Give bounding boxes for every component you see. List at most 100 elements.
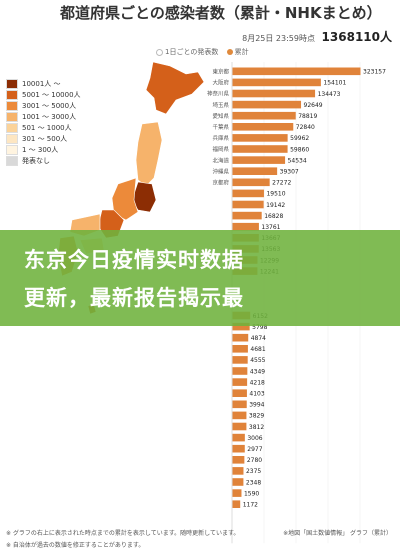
bar[interactable]	[232, 100, 302, 109]
value-label: 78819	[298, 113, 317, 120]
category-label: 東京都	[212, 68, 229, 76]
bar[interactable]	[232, 156, 286, 164]
value-label: 27272	[272, 180, 291, 187]
legend-item: 301 〜 500人	[6, 133, 81, 144]
bar[interactable]	[232, 123, 294, 131]
value-label: 2977	[247, 446, 262, 453]
footnotes: ※ グラフの右上に表示された時点までの累計を表示しています。随時更新しています。…	[6, 528, 239, 552]
legend-item: 1001 〜 3000人	[6, 111, 81, 122]
map-region-hokkaido[interactable]	[145, 61, 205, 115]
legend-item: 3001 〜 5000人	[6, 100, 81, 111]
value-label: 13761	[261, 224, 280, 231]
bar[interactable]	[232, 333, 249, 342]
value-label: 2348	[246, 479, 261, 486]
value-label: 3994	[249, 402, 264, 409]
bar[interactable]	[232, 367, 248, 375]
value-label: 19142	[266, 202, 285, 209]
value-label: 3006	[247, 435, 262, 442]
bar[interactable]	[232, 222, 259, 231]
category-label: 千葉県	[212, 123, 229, 131]
bar[interactable]	[232, 467, 244, 475]
value-label: 1590	[244, 490, 259, 497]
bar[interactable]	[232, 189, 264, 198]
category-label: 大阪府	[212, 79, 229, 87]
bar[interactable]	[232, 134, 288, 142]
legend-label: 1 〜 300人	[22, 145, 59, 154]
value-label: 92649	[304, 102, 323, 109]
total-count: 1368110人	[321, 30, 392, 44]
value-label: 4874	[251, 335, 266, 342]
bar[interactable]	[232, 478, 244, 486]
value-label: 4349	[250, 368, 265, 375]
legend-label: 3001 〜 5000人	[22, 101, 77, 110]
bar[interactable]	[232, 78, 321, 87]
bar[interactable]	[232, 211, 262, 220]
legend-swatch	[6, 100, 18, 111]
bar[interactable]	[232, 200, 264, 209]
value-label: 154101	[323, 80, 346, 87]
bar[interactable]	[232, 422, 247, 431]
value-label: 2375	[246, 468, 261, 475]
map-credit: ※地図「国土数値情報」 グラフ（累計）	[283, 530, 392, 537]
bar[interactable]	[232, 500, 241, 508]
value-label: 2780	[247, 457, 262, 464]
bar[interactable]	[232, 322, 250, 331]
chart-meta: 8月25日 23:59時点 1368110人	[242, 28, 392, 45]
bar[interactable]	[232, 111, 296, 120]
legend-label: 1001 〜 3000人	[22, 112, 77, 121]
category-label: 兵庫県	[212, 134, 229, 142]
value-label: 4681	[250, 346, 265, 353]
value-label: 54534	[288, 157, 307, 164]
value-label: 19510	[266, 191, 285, 198]
bar[interactable]	[232, 378, 248, 386]
value-label: 323157	[363, 69, 386, 76]
legend-swatch	[6, 133, 18, 144]
bar[interactable]	[232, 345, 248, 353]
value-label: 5798	[252, 324, 267, 331]
value-label: 3829	[249, 413, 264, 420]
daily-radio-icon[interactable]	[156, 48, 163, 56]
legend-label: 501 〜 1000人	[22, 123, 72, 132]
legend-label: 301 〜 500人	[22, 134, 68, 143]
headline-line-1: 东京今日疫情实时数据	[24, 248, 244, 272]
value-label: 72840	[296, 124, 315, 131]
daily-toggle-label[interactable]: 1日ごとの発表数	[165, 48, 219, 56]
bar[interactable]	[232, 433, 245, 442]
footnote-2: ※ 自治体が過去の数値を修正することがあります。	[6, 542, 145, 549]
chart-title: 都道府県ごとの感染者数（累計・NHKまとめ）	[60, 4, 382, 22]
legend-swatch	[6, 155, 18, 166]
legend-item: 5001 〜 10000人	[6, 89, 81, 100]
legend-item: 発表なし	[6, 155, 81, 166]
legend-swatch	[6, 122, 18, 133]
bar[interactable]	[232, 89, 316, 98]
bar[interactable]	[232, 167, 278, 175]
legend-swatch	[6, 144, 18, 155]
value-label: 59860	[290, 146, 309, 153]
bar[interactable]	[232, 389, 247, 397]
map-region-tohoku[interactable]	[135, 121, 163, 187]
bar[interactable]	[232, 489, 242, 497]
bar[interactable]	[232, 444, 245, 453]
legend-label: 発表なし	[22, 156, 50, 165]
bar[interactable]	[232, 145, 288, 153]
view-toggle[interactable]: 1日ごとの発表数 累計	[150, 47, 249, 57]
value-label: 4555	[250, 357, 265, 364]
legend-item: 1 〜 300人	[6, 144, 81, 155]
map-legend: 10001人 〜 5001 〜 10000人 3001 〜 5000人 1001…	[6, 78, 81, 166]
footnote-1: ※ グラフの右上に表示された時点までの累計を表示しています。随時更新しています。	[6, 530, 240, 537]
map-region-chubu[interactable]	[111, 177, 139, 221]
bar[interactable]	[232, 456, 245, 464]
value-label: 4218	[250, 379, 265, 386]
bar[interactable]	[232, 400, 247, 409]
bar[interactable]	[232, 356, 248, 364]
category-label: 埼玉県	[212, 101, 229, 109]
bar[interactable]	[232, 67, 361, 76]
cumulative-radio-icon[interactable]	[226, 49, 233, 55]
legend-item: 501 〜 1000人	[6, 122, 81, 133]
value-label: 39307	[280, 169, 299, 176]
bar[interactable]	[232, 411, 247, 420]
value-label: 3812	[249, 424, 264, 431]
bar[interactable]	[232, 178, 270, 187]
headline-line-2: 更新，最新报告揭示最	[24, 286, 244, 310]
cumulative-toggle-label[interactable]: 累計	[234, 48, 249, 56]
